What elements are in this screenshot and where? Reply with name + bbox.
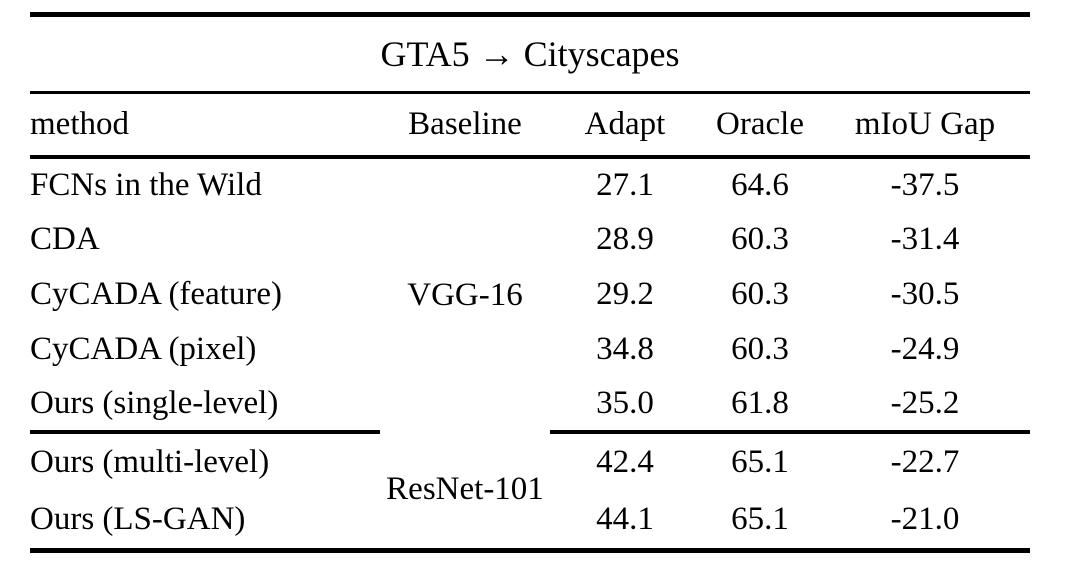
table-row: CyCADA (pixel) 34.8 60.3 -24.9 <box>30 322 1030 377</box>
adapt-cell: 28.9 <box>596 221 654 257</box>
method-cell: CDA <box>30 221 100 257</box>
column-header-adapt: Adapt <box>550 92 700 159</box>
column-header-baseline: Baseline <box>380 92 550 159</box>
oracle-cell: 65.1 <box>731 444 789 480</box>
gap-cell: -30.5 <box>890 276 960 312</box>
gap-cell: -22.7 <box>890 444 960 480</box>
method-cell: Ours (single-level) <box>30 377 380 434</box>
method-cell: Ours (LS-GAN) <box>30 500 246 537</box>
gap-cell: -21.0 <box>890 500 960 537</box>
section-resnet101: Ours (multi-level) ResNet-101 42.4 65.1 … <box>30 432 1030 550</box>
table-title: GTA5 → Cityscapes <box>30 14 1031 94</box>
gap-cell: -31.4 <box>890 221 960 257</box>
gap-cell: -25.2 <box>820 377 1031 434</box>
table-row: Ours (multi-level) ResNet-101 42.4 65.1 … <box>30 432 1030 507</box>
adapt-cell: 35.0 <box>550 377 700 434</box>
method-cell: FCNs in the Wild <box>30 167 262 203</box>
gap-cell: -24.9 <box>890 331 960 367</box>
table-row: CyCADA (feature) 29.2 60.3 -30.5 <box>30 267 1030 322</box>
column-header-gap: mIoU Gap <box>820 92 1031 159</box>
oracle-cell: 64.6 <box>731 167 789 203</box>
table-row: FCNs in the Wild VGG-16 27.1 64.6 -37.5 <box>30 157 1030 313</box>
adapt-cell: 29.2 <box>596 276 654 312</box>
method-cell: CyCADA (pixel) <box>30 331 257 367</box>
method-cell: Ours (multi-level) <box>30 444 270 480</box>
oracle-cell: 60.3 <box>731 221 789 257</box>
oracle-cell: 65.1 <box>731 500 789 537</box>
baseline-cell: VGG-16 <box>407 277 523 313</box>
table-row: Ours (LS-GAN) 44.1 65.1 -21.0 <box>30 491 1030 550</box>
adapt-cell: 27.1 <box>596 167 654 203</box>
oracle-cell: 60.3 <box>731 331 789 367</box>
method-cell: CyCADA (feature) <box>30 276 283 312</box>
oracle-cell: 60.3 <box>731 276 789 312</box>
column-header-method: method <box>30 92 380 159</box>
oracle-cell: 61.8 <box>700 377 820 434</box>
adapt-cell: 44.1 <box>596 500 654 537</box>
table-header-row: method Baseline Adapt Oracle mIoU Gap <box>30 92 1031 159</box>
baseline-cell: ResNet-101 <box>386 471 544 508</box>
adapt-cell: 42.4 <box>596 444 654 480</box>
column-header-oracle: Oracle <box>700 92 820 159</box>
table-row: Ours (single-level) 35.0 61.8 -25.2 <box>30 377 1031 434</box>
gap-cell: -37.5 <box>890 167 960 203</box>
adapt-cell: 34.8 <box>596 331 654 367</box>
table-row: CDA 28.9 60.3 -31.4 <box>30 212 1030 267</box>
section-vgg16: FCNs in the Wild VGG-16 27.1 64.6 -37.5 … <box>30 157 1031 434</box>
table-title-row: GTA5 → Cityscapes <box>30 14 1031 94</box>
results-table: GTA5 → Cityscapes method Baseline Adapt … <box>30 12 1031 553</box>
